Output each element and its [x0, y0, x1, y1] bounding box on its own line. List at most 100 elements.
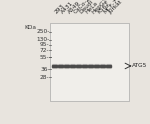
- Text: 28-: 28-: [40, 75, 50, 80]
- Bar: [76, 64, 81, 65]
- Bar: [82, 66, 87, 67]
- Text: 95-: 95-: [40, 42, 50, 47]
- Bar: [82, 64, 87, 65]
- Text: 130-: 130-: [36, 37, 50, 42]
- Bar: [82, 65, 87, 66]
- Bar: [82, 67, 87, 68]
- Text: 36-: 36-: [40, 67, 50, 72]
- Bar: [64, 67, 69, 68]
- Bar: [94, 66, 99, 67]
- Text: Daudi: Daudi: [79, 0, 94, 15]
- Bar: [106, 66, 111, 67]
- Bar: [106, 67, 111, 68]
- Bar: [58, 65, 63, 66]
- Bar: [76, 64, 81, 65]
- Bar: [52, 64, 57, 65]
- Bar: [106, 65, 111, 66]
- Bar: [70, 66, 75, 67]
- Bar: [52, 65, 57, 66]
- Text: 293: 293: [54, 3, 66, 15]
- Bar: [58, 64, 63, 65]
- Text: A549: A549: [67, 1, 81, 15]
- Bar: [94, 64, 99, 65]
- Bar: [52, 64, 57, 65]
- Text: HeLa: HeLa: [85, 1, 99, 15]
- Bar: [100, 67, 105, 68]
- Bar: [106, 64, 111, 65]
- Bar: [106, 66, 111, 67]
- Bar: [58, 67, 63, 68]
- Bar: [64, 65, 69, 66]
- Bar: [52, 66, 57, 67]
- Text: 55-: 55-: [40, 55, 50, 60]
- Bar: [88, 66, 93, 67]
- Bar: [70, 67, 75, 68]
- Bar: [52, 67, 57, 68]
- Bar: [94, 67, 99, 68]
- Bar: [64, 66, 69, 67]
- Bar: [88, 65, 93, 66]
- Bar: [88, 64, 93, 65]
- Text: A431: A431: [61, 1, 75, 15]
- Bar: [70, 64, 75, 65]
- Bar: [94, 66, 99, 67]
- Bar: [64, 65, 69, 66]
- Bar: [88, 66, 93, 67]
- Bar: [100, 67, 105, 68]
- Bar: [52, 65, 57, 66]
- Text: K562: K562: [96, 1, 110, 15]
- Bar: [82, 67, 87, 68]
- Bar: [76, 67, 81, 68]
- Bar: [82, 65, 87, 66]
- Bar: [88, 65, 93, 66]
- Bar: [106, 67, 111, 68]
- Bar: [82, 66, 87, 67]
- Bar: [88, 64, 93, 65]
- Text: 250-: 250-: [36, 29, 50, 34]
- Bar: [76, 66, 81, 67]
- Bar: [64, 64, 69, 65]
- Text: Jurkat: Jurkat: [108, 0, 124, 15]
- Bar: [70, 67, 75, 68]
- Bar: [70, 64, 75, 65]
- Bar: [70, 65, 75, 66]
- Bar: [88, 67, 93, 68]
- Bar: [82, 64, 87, 65]
- Bar: [64, 66, 69, 67]
- Bar: [64, 67, 69, 68]
- Bar: [70, 65, 75, 66]
- Bar: [106, 65, 111, 66]
- Bar: [76, 65, 81, 66]
- Bar: [100, 65, 105, 66]
- Bar: [70, 66, 75, 67]
- Bar: [94, 65, 99, 66]
- Text: CaCo-2: CaCo-2: [73, 0, 92, 15]
- Bar: [50, 23, 129, 101]
- Bar: [58, 64, 63, 65]
- Bar: [94, 67, 99, 68]
- Bar: [100, 64, 105, 65]
- Bar: [58, 66, 63, 67]
- Bar: [58, 65, 63, 66]
- Bar: [76, 67, 81, 68]
- Bar: [76, 66, 81, 67]
- Text: ATG5: ATG5: [132, 63, 148, 68]
- Text: KDa: KDa: [24, 25, 36, 30]
- Bar: [58, 67, 63, 68]
- Bar: [88, 67, 93, 68]
- Bar: [76, 65, 81, 66]
- Text: MCF-7: MCF-7: [102, 0, 119, 15]
- Bar: [52, 67, 57, 68]
- Bar: [58, 66, 63, 67]
- Bar: [52, 66, 57, 67]
- Text: 72-: 72-: [40, 48, 50, 53]
- Bar: [100, 66, 105, 67]
- Bar: [64, 64, 69, 65]
- Bar: [94, 65, 99, 66]
- Bar: [100, 65, 105, 66]
- Text: HepG2: HepG2: [90, 0, 108, 15]
- Bar: [100, 64, 105, 65]
- Bar: [100, 66, 105, 67]
- Bar: [106, 64, 111, 65]
- Bar: [94, 64, 99, 65]
